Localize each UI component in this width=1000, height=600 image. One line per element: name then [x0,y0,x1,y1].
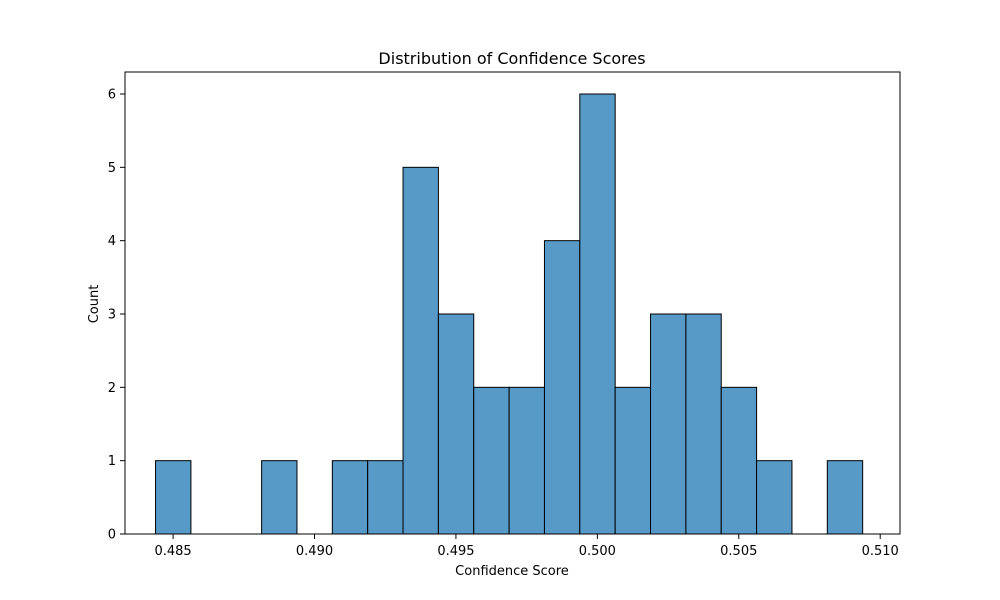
histogram-bar-10 [614,386,652,535]
histogram-bar-7 [508,386,545,535]
x-axis-ticks: 0.485 0.490 0.495 0.500 0.505 0.510 [154,534,899,559]
x-axis-label: Confidence Score [455,564,569,579]
histogram-bar-4 [402,166,439,535]
y-axis-label: Count [87,285,102,324]
histogram-bar-13 [720,386,758,535]
histogram-bar-1 [261,460,298,535]
y-tick-label-1: 1 [108,454,116,469]
y-tick-label-4: 4 [108,234,116,249]
y-tick-label-6: 6 [108,88,116,103]
x-tick-label-5: 0.510 [862,544,899,559]
chart-title: Distribution of Confidence Scores [378,49,645,68]
x-tick-label-1: 0.490 [296,544,333,559]
histogram-bar-15 [826,460,864,535]
x-tick-label-2: 0.495 [437,544,474,559]
histogram-bar-9 [579,93,616,535]
histogram-bar-0 [155,460,192,535]
y-tick-label-5: 5 [108,161,116,176]
x-tick-label-3: 0.500 [579,544,616,559]
bars-group [155,93,864,535]
y-tick-label-3: 3 [108,308,116,323]
y-axis-ticks: 0 1 2 3 4 5 6 [108,88,125,543]
histogram-bar-5 [437,313,475,535]
y-tick-label-0: 0 [108,528,116,543]
histogram-bar-8 [543,240,581,535]
histogram-bar-6 [473,386,510,535]
histogram-bar-12 [685,313,722,535]
y-tick-label-2: 2 [108,381,116,396]
histogram-bar-14 [756,460,793,535]
histogram-bar-3 [367,460,404,535]
plot-area-frame [124,71,901,535]
histogram-bar-11 [650,313,687,535]
x-tick-label-4: 0.505 [720,544,757,559]
histogram-bar-2 [331,460,369,535]
x-tick-label-0: 0.485 [154,544,191,559]
